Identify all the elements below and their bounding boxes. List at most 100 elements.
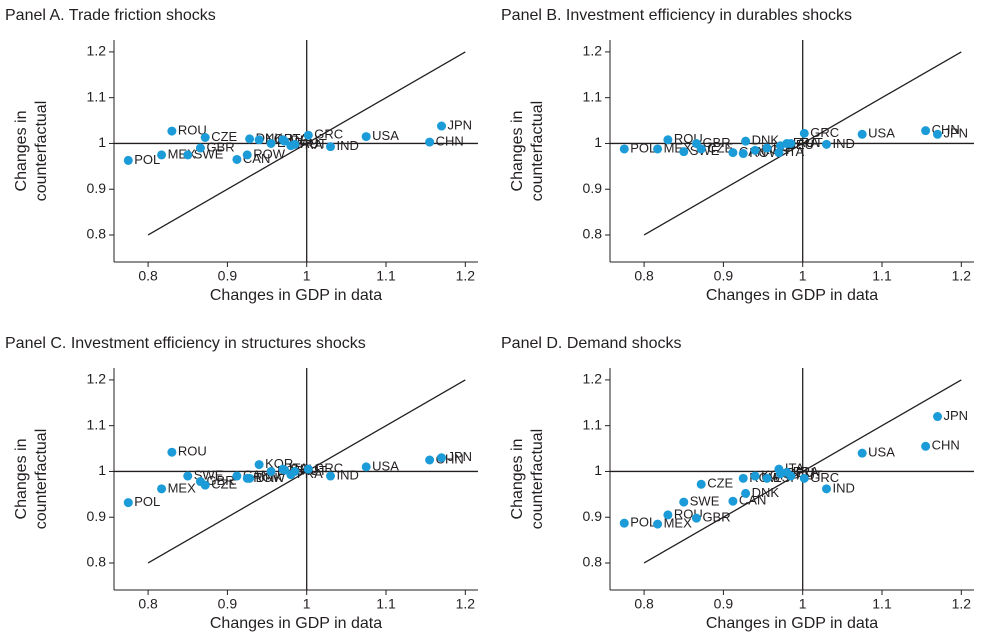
- point: [741, 136, 751, 146]
- point-label: FRA: [297, 137, 323, 152]
- point: [750, 471, 760, 481]
- point: [696, 144, 706, 154]
- point: [195, 143, 205, 153]
- point: [254, 460, 264, 470]
- point: [361, 462, 371, 472]
- point: [167, 447, 177, 457]
- y-tick-label: 0.8: [87, 554, 107, 570]
- point: [786, 471, 796, 481]
- point: [653, 144, 663, 154]
- panel: Panel A. Trade friction shocks 0.8 0.9 1 1.1…: [5, 7, 478, 304]
- point: [691, 513, 701, 523]
- x-axis-label: Changes in GDP in data: [706, 287, 878, 304]
- y-axis-label: counterfactual: [529, 429, 546, 530]
- point-label: USA: [372, 458, 399, 473]
- point: [663, 135, 673, 145]
- y-tick-label: 0.8: [583, 226, 603, 242]
- x-tick-label: 1: [303, 596, 311, 612]
- point-label: USA: [868, 126, 895, 141]
- point: [728, 496, 738, 506]
- point: [361, 132, 371, 142]
- point-label: IND: [336, 467, 358, 482]
- y-axis-label: Changes in: [509, 111, 526, 192]
- point: [679, 147, 689, 157]
- y-tick-label: 1.1: [583, 416, 603, 432]
- point-label: GRC: [314, 127, 343, 142]
- panel-title: Panel C. Investment efficiency in struct…: [5, 335, 366, 352]
- point: [738, 149, 748, 159]
- point: [857, 129, 867, 139]
- point: [679, 497, 689, 507]
- point-label: JPN: [448, 117, 473, 132]
- point-label: USA: [372, 128, 399, 143]
- y-tick-label: 0.8: [87, 226, 107, 242]
- point: [290, 139, 300, 149]
- point-label: CHN: [436, 134, 464, 149]
- panel: Panel C. Investment efficiency in struct…: [5, 335, 478, 632]
- y-tick-label: 1: [98, 134, 106, 150]
- point-label: DNK: [752, 133, 780, 148]
- y-tick-label: 1.2: [583, 371, 603, 387]
- x-axis-label: Changes in GDP in data: [210, 287, 382, 304]
- point-label: GBR: [206, 473, 234, 488]
- point: [290, 466, 300, 476]
- point: [167, 126, 177, 136]
- point-label: POL: [630, 140, 656, 155]
- y-tick-label: 1.1: [87, 416, 107, 432]
- point-label: DNK: [256, 470, 284, 485]
- point-label: FRA: [297, 466, 323, 481]
- point-label: JPN: [944, 408, 969, 423]
- x-tick-label: 1.1: [872, 596, 892, 612]
- x-tick-label: 0.9: [714, 268, 734, 284]
- x-axis-label: Changes in GDP in data: [210, 615, 382, 632]
- point-label: CHN: [932, 438, 960, 453]
- x-tick-label: 1.2: [456, 268, 476, 284]
- x-tick-label: 1: [303, 268, 311, 284]
- y-tick-label: 1.1: [583, 88, 603, 104]
- x-tick-label: 0.9: [218, 268, 238, 284]
- point: [232, 471, 242, 481]
- point: [762, 143, 772, 153]
- x-tick-label: 0.9: [218, 596, 238, 612]
- point: [325, 142, 335, 152]
- point: [425, 137, 435, 147]
- point-label: MEX: [664, 516, 693, 531]
- point: [242, 150, 252, 160]
- point: [750, 145, 760, 155]
- point-label: FRA: [793, 135, 819, 150]
- point-label: IND: [832, 136, 854, 151]
- point-label: POL: [630, 515, 656, 530]
- point: [653, 519, 663, 529]
- point-label: IND: [832, 480, 854, 495]
- y-axis-label: counterfactual: [529, 101, 546, 202]
- point: [303, 464, 313, 474]
- point-label: MEX: [168, 480, 197, 495]
- point: [728, 148, 738, 158]
- x-tick-label: 0.8: [138, 268, 158, 284]
- y-tick-label: 1: [594, 462, 602, 478]
- point: [799, 128, 809, 138]
- point-label: ROU: [178, 123, 207, 138]
- point: [762, 473, 772, 483]
- point-label: POL: [134, 494, 160, 509]
- point-label: CZE: [211, 129, 237, 144]
- point: [123, 498, 133, 508]
- y-tick-label: 0.9: [87, 180, 107, 196]
- x-tick-label: 0.9: [714, 596, 734, 612]
- point: [741, 488, 751, 498]
- point-label: GRC: [314, 461, 343, 476]
- point-label: IND: [336, 138, 358, 153]
- point: [254, 135, 264, 145]
- x-tick-label: 1.2: [456, 596, 476, 612]
- point-label: GRC: [810, 470, 839, 485]
- point-label: ROW: [253, 146, 286, 161]
- point: [921, 441, 931, 451]
- point: [157, 484, 167, 494]
- y-axis-label: Changes in: [509, 439, 526, 520]
- y-axis-label: counterfactual: [33, 429, 50, 530]
- y-axis-label: Changes in: [13, 111, 30, 192]
- point: [933, 412, 943, 422]
- y-tick-label: 0.9: [583, 180, 603, 196]
- point: [619, 518, 629, 528]
